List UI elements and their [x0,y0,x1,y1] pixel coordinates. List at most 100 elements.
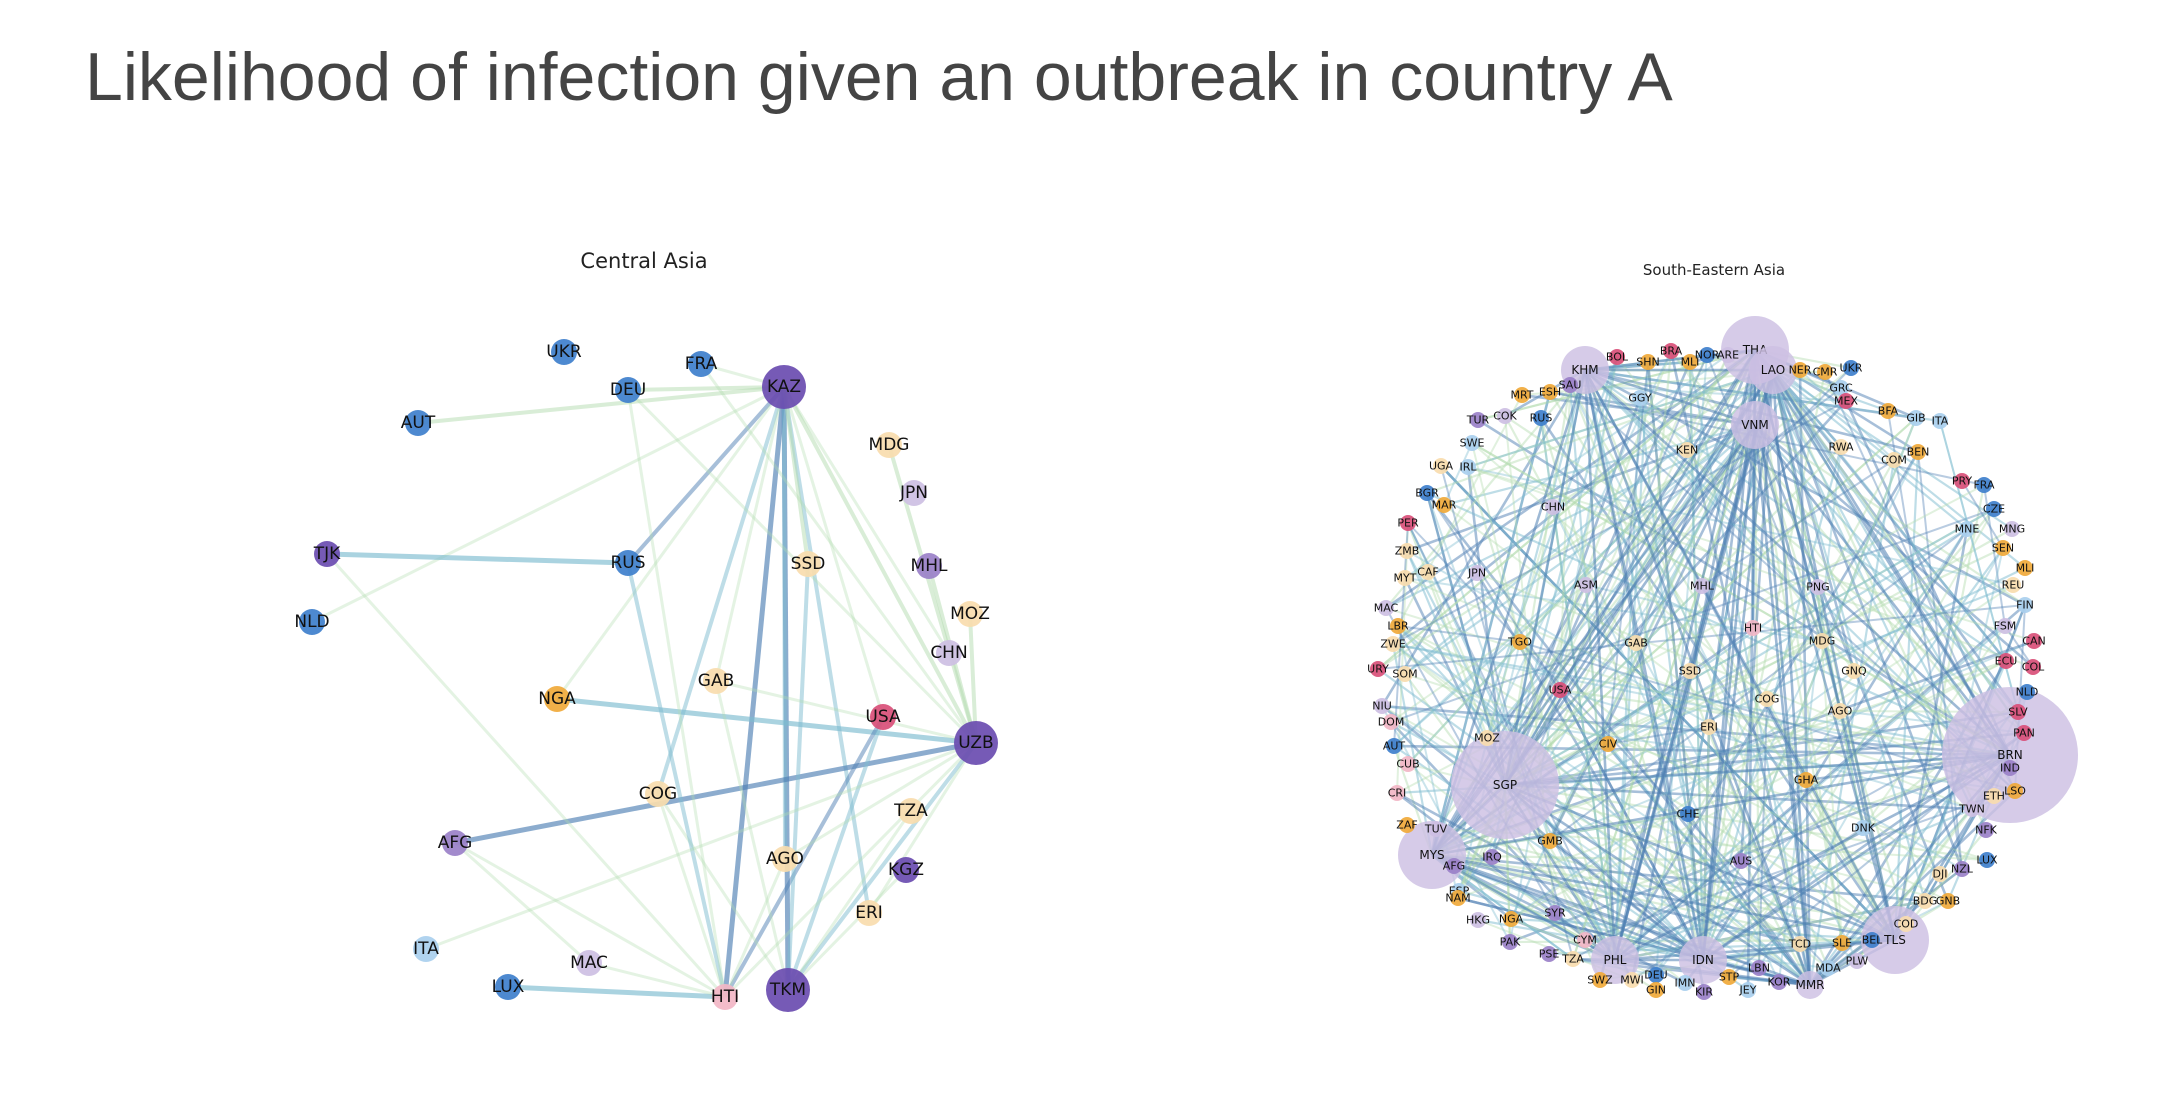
node-marker [1954,861,1970,877]
node-marker [1624,972,1640,988]
node-label: NLD [2016,686,2039,699]
node-marker [1484,849,1500,865]
node-label: KOR [1768,976,1791,989]
node-marker [1428,821,1444,837]
central-asia-network: Central Asia KAZ UZB TKM KGZ TJK UKR FRA DEU AUT… [294,249,998,1012]
edge [1809,790,2016,986]
node-label: MLI [1681,356,1700,369]
node-marker [1533,410,1549,426]
edge [1431,853,1926,903]
node-afg: AFG [438,830,472,856]
edge-kaz-rus [626,385,786,565]
edge [1392,643,1811,986]
node-label: BRA [1660,345,1683,358]
node-marker [1995,540,2011,556]
edge [1443,504,1941,875]
hub-label: LAO [1761,363,1785,377]
node-label: NGA [1499,913,1524,926]
node-pak: PAK [1500,934,1521,950]
node-label: SEN [1992,542,2014,555]
node-syr: SYR [1544,905,1566,921]
node-marker [1542,384,1558,400]
node-marker [1578,577,1594,593]
node-tcd: TCD [1788,936,1811,952]
node-label: LSO [2004,785,2026,798]
node-marker [1374,698,1390,714]
edge [1862,625,2006,829]
node-marker [916,553,942,579]
node-label: LBN [1748,962,1770,975]
node-marker [1833,439,1849,455]
node-aus: AUS [1730,853,1752,869]
node-marker [898,798,924,824]
edge [1607,361,1649,745]
node-sau: SAU [1559,377,1581,393]
edge [1771,369,2012,756]
edge [1504,415,1556,914]
node-mda: MDA [1815,960,1841,976]
node-ecu: ECU [1995,653,2017,669]
node-can: CAN [2022,633,2046,649]
edge [1753,349,1844,944]
edge [1613,349,1757,961]
node-che: CHE [1677,806,1699,822]
node-label: GIN [1646,984,1666,997]
node-marker [1699,347,1715,363]
node-marker [772,846,798,872]
edge [1740,528,1968,862]
edge [1728,508,1995,978]
node-plw: PLW [1846,953,1868,969]
node-label: PNG [1806,581,1829,594]
node-eri: ERI [1700,719,1718,735]
edge [1584,368,1756,427]
node-marker [1640,354,1656,370]
node-label: FSM [1994,620,2017,633]
edge [1503,349,1757,786]
node-marker [1998,653,2014,669]
hub-idn: IDN [1679,936,1727,984]
node-marker [1880,403,1896,419]
node-label: PRY [1952,475,1973,488]
node-uzb: UZB [954,721,998,765]
edge-rus-hti [626,562,727,998]
node-label: DOM [1378,716,1405,729]
edge [1569,384,1847,402]
node-per: PER [1397,515,1419,531]
node-marker [1696,984,1712,1000]
node-label: ZAF [1396,819,1417,832]
edge [1753,424,1897,941]
node-marker [1399,543,1415,559]
edge [1584,369,2025,734]
node-kaz: KAZ [762,365,806,409]
node-stp: STP [1719,969,1740,985]
node-marker [954,721,998,765]
node-ner: NER [1789,362,1812,378]
node-label: MHL [911,556,948,576]
node-marker [1450,890,1466,906]
node-caf: CAF [1417,564,1439,580]
node-label: NGA [538,689,576,709]
node-label: GAB [698,671,734,691]
node-fsm: FSM [1994,618,2017,634]
edge-tkm-ssd [786,563,810,991]
edge [1539,417,1705,961]
edge [1893,484,1986,941]
node-label: MRT [1510,389,1533,402]
hub-label: KHM [1571,363,1598,377]
node-col: COL [2022,659,2045,675]
edge [1670,350,1995,797]
node-label: COM [1881,454,1907,467]
node-tur: TUR [1466,412,1490,428]
node-marker [1751,960,1767,976]
node-marker [1843,360,1859,376]
node-marker [1628,635,1644,651]
node-marker [1733,853,1749,869]
node-marker [1419,485,1435,501]
node-rwa: RWA [1829,439,1854,455]
edge-ita-uzb [425,741,977,951]
edge [1771,369,1964,870]
node-cod: COD [1894,916,1918,932]
edge [1585,584,1823,642]
node-label: TZA [893,801,928,821]
node-label: USA [1549,684,1572,697]
